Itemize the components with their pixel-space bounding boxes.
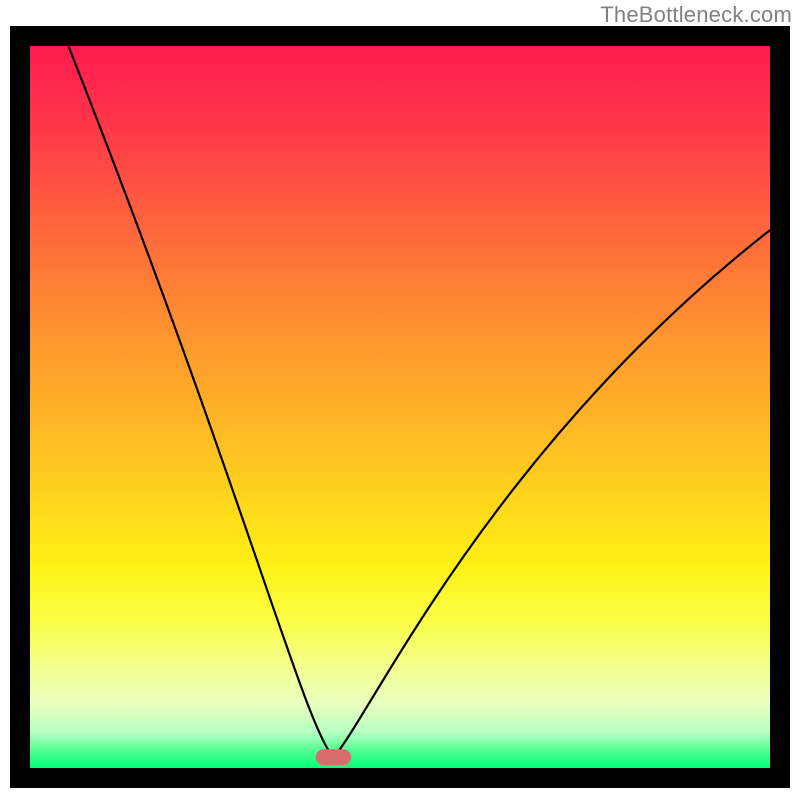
chart-container: TheBottleneck.com xyxy=(0,0,800,800)
optimal-marker xyxy=(316,749,352,765)
bottleneck-chart xyxy=(0,0,800,800)
chart-background xyxy=(30,46,770,768)
